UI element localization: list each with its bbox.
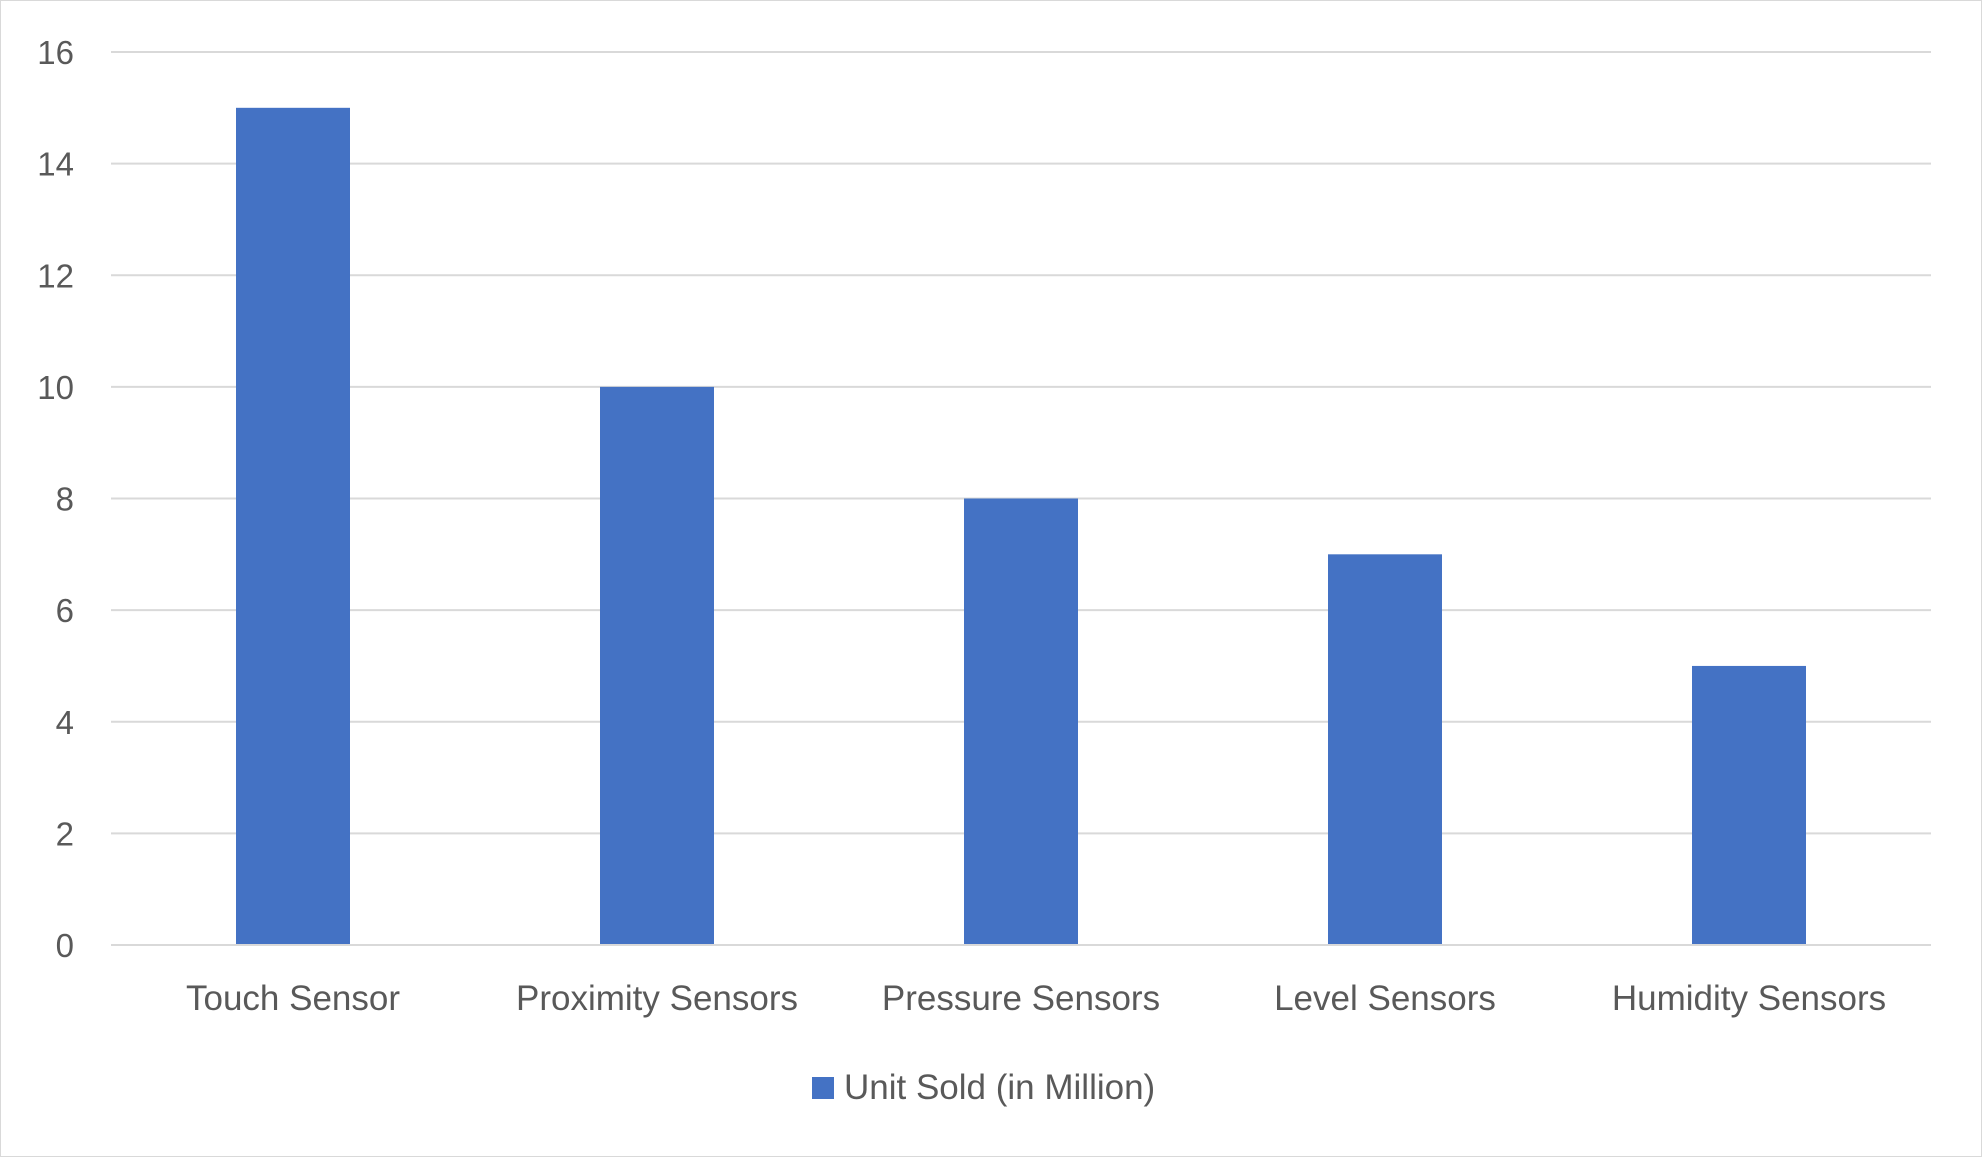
bar-pressure-sensors (964, 498, 1078, 945)
legend-swatch (812, 1077, 834, 1099)
y-axis-tick-labels: 0 2 4 6 8 10 12 14 16 (37, 34, 74, 964)
y-tick-label: 12 (37, 257, 74, 294)
y-tick-label: 0 (56, 927, 74, 964)
y-tick-label: 6 (56, 592, 74, 629)
y-tick-label: 8 (56, 481, 74, 518)
y-tick-label: 4 (56, 704, 74, 741)
y-tick-label: 14 (37, 146, 74, 183)
y-tick-label: 16 (37, 34, 74, 71)
x-category-label: Pressure Sensors (882, 979, 1160, 1018)
y-tick-label: 2 (56, 815, 74, 852)
x-category-label: Humidity Sensors (1612, 979, 1886, 1018)
bar-proximity-sensors (600, 386, 714, 945)
x-category-label: Level Sensors (1274, 979, 1496, 1018)
x-category-label: Touch Sensor (186, 979, 400, 1018)
y-tick-label: 10 (37, 369, 74, 406)
legend-label: Unit Sold (in Million) (844, 1068, 1155, 1107)
x-axis-category-labels: Touch Sensor Proximity Sensors Pressure Se… (186, 979, 1886, 1018)
legend: Unit Sold (in Million) (812, 1068, 1155, 1107)
bar-level-sensors (1328, 554, 1442, 945)
x-category-label: Proximity Sensors (516, 979, 798, 1018)
bar-humidity-sensors (1692, 665, 1806, 945)
bars (236, 107, 1806, 945)
bar-touch-sensor (236, 107, 350, 945)
